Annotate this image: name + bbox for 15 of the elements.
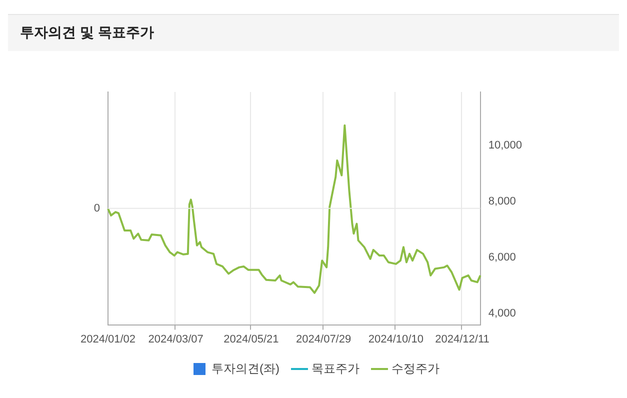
x-tick-label: 2024/01/02 (80, 333, 136, 346)
chart-title: 투자의견 및 목표주가 (8, 14, 619, 51)
y2-tick-label: 4,000 (488, 308, 516, 320)
y2-tick-label: 10,000 (488, 139, 522, 152)
legend-label: 수정주가 (391, 361, 440, 376)
legend-label: 투자의견(좌) (212, 361, 280, 376)
y2-tick-label: 8,000 (488, 195, 516, 208)
y2-tick-label: 6,000 (488, 252, 516, 264)
x-tick-label: 2024/03/07 (148, 333, 204, 346)
x-tick-label: 2024/10/10 (368, 333, 424, 346)
x-tick-label: 2024/07/29 (296, 333, 352, 346)
x-tick-label: 2024/12/11 (435, 333, 490, 346)
legend-label: 목표주가 (311, 361, 360, 376)
text: 0 (94, 202, 100, 214)
x-tick-label: 2024/05/21 (224, 333, 279, 346)
